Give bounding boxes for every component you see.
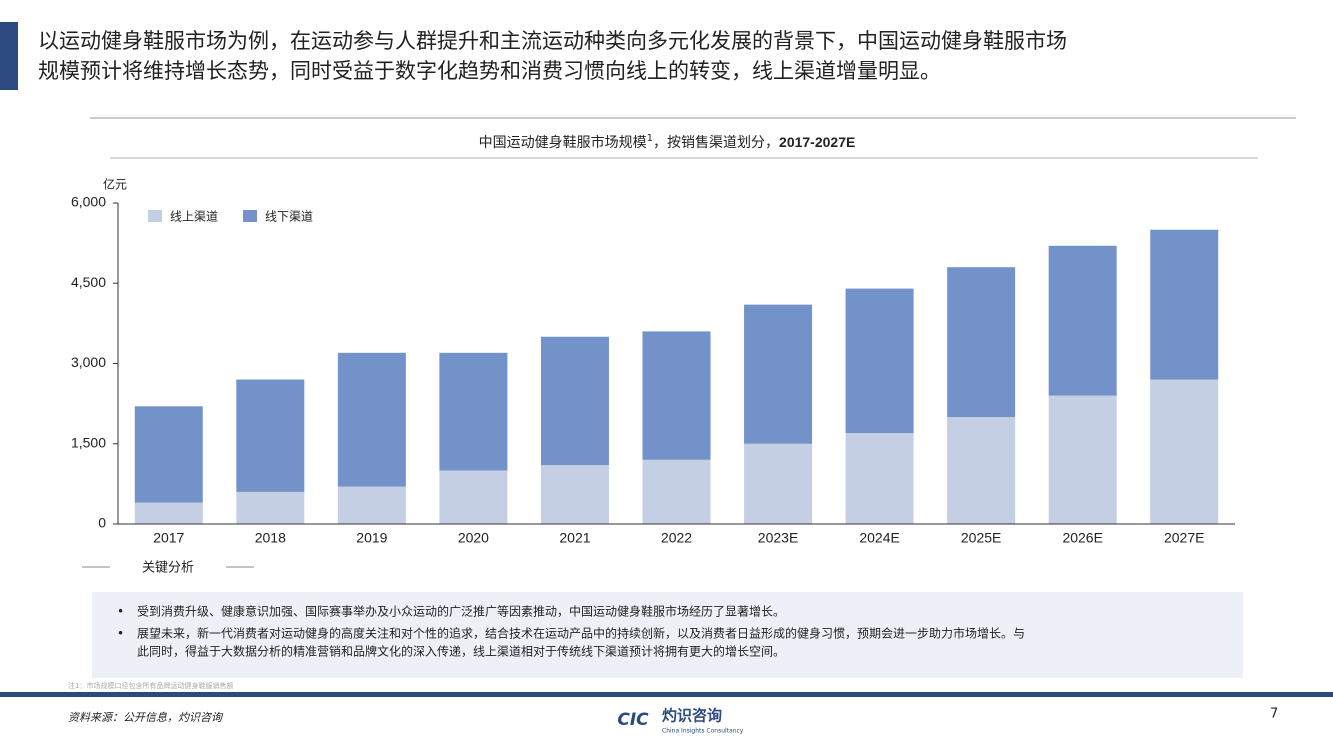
page-number: 7: [1270, 707, 1278, 722]
y-tick-label: 4,500: [71, 274, 106, 290]
x-tick-label: 2023E: [758, 530, 798, 546]
bar-segment: [540, 336, 609, 466]
bullet: 受到消费升级、健康意识加强、国际赛事举办及小众运动的广泛推广等因素推动，中国运动…: [137, 604, 785, 619]
logo-en: China Insights Consultancy: [662, 728, 744, 735]
bar-segment: [642, 331, 711, 460]
bar-segment: [540, 465, 609, 524]
bullet: 展望未来，新一代消费者对运动健身的高度关注和对个性的追求，结合技术在运动产品中的…: [137, 626, 1025, 641]
chart-title: 中国运动健身鞋服市场规模1，按销售渠道划分，2017-2027E: [479, 133, 856, 151]
x-tick-label: 2017: [153, 530, 184, 546]
x-tick-label: 2025E: [961, 530, 1001, 546]
bar-segment: [439, 352, 508, 471]
bar-segment: [1048, 245, 1117, 396]
analysis-heading: 关键分析: [142, 561, 194, 576]
bullet: 此同时，得益于大数据分析的精准营销和品牌文化的深入传递，线上渠道相对于传统线下渠…: [137, 644, 785, 659]
bar-segment: [134, 502, 203, 524]
title-note: 1: [647, 133, 653, 144]
logo-name: 灼识咨询: [662, 707, 722, 725]
x-tick-label: 2019: [356, 530, 387, 546]
bar-segment: [439, 470, 508, 524]
header-accent: [0, 22, 18, 90]
bullet-dot: •: [117, 627, 124, 641]
footer-bar: [0, 692, 1333, 697]
title-main: 中国运动健身鞋服市场规模: [479, 134, 647, 151]
footnote: 注1：市场规模口径包含所有品牌运动健身鞋服销售额: [68, 681, 233, 690]
bullet-dot: •: [117, 605, 124, 619]
x-tick-label: 2024E: [859, 530, 899, 546]
title-years: 2017-2027E: [779, 134, 855, 150]
bar-segment: [947, 267, 1016, 417]
chart: 0 1,500 3,000 4,500 6,000 2017 2018 2019 2020 202…: [71, 194, 1235, 546]
source: 资料来源：公开信息，灼识咨询: [68, 711, 224, 724]
bar-segment: [744, 304, 813, 444]
bar-segment: [134, 406, 203, 503]
bar-segment: [1150, 379, 1219, 524]
x-tick-label: 2021: [559, 530, 590, 546]
y-tick-label: 3,000: [71, 354, 106, 370]
bar-segment: [947, 417, 1016, 524]
x-tick-label: 2026E: [1062, 530, 1102, 546]
bar-segment: [337, 352, 406, 487]
logo-mark: CIC: [617, 710, 649, 730]
bar-segment: [845, 288, 914, 434]
y-tick-label: 1,500: [71, 434, 106, 450]
x-tick-label: 2027E: [1164, 530, 1204, 546]
bar-segment: [1048, 395, 1117, 524]
y-tick-label: 0: [98, 515, 106, 531]
bar-segment: [236, 491, 305, 524]
legend-label: 线上渠道: [170, 210, 218, 224]
bar-segment: [744, 443, 813, 524]
legend-swatch: [148, 210, 162, 222]
bar-segment: [1150, 229, 1219, 380]
x-tick-label: 2018: [255, 530, 286, 546]
bar-segment: [845, 433, 914, 524]
legend-label: 线下渠道: [265, 210, 313, 224]
bar-segment: [337, 486, 406, 524]
header-line: 规模预计将维持增长态势，同时受益于数字化趋势和消费习惯向线上的转变，线上渠道增量…: [38, 59, 941, 83]
legend-swatch: [243, 210, 257, 222]
analysis-box: [92, 592, 1243, 678]
x-tick-label: 2022: [661, 530, 692, 546]
x-tick-label: 2020: [458, 530, 489, 546]
bar-segment: [236, 379, 305, 492]
title-rest: ，按销售渠道划分，: [653, 135, 779, 151]
y-unit: 亿元: [103, 177, 127, 192]
header-line: 以运动健身鞋服市场为例，在运动参与人群提升和主流运动种类向多元化发展的背景下，中…: [38, 29, 1067, 53]
y-tick-label: 6,000: [71, 194, 106, 210]
bar-segment: [642, 459, 711, 524]
